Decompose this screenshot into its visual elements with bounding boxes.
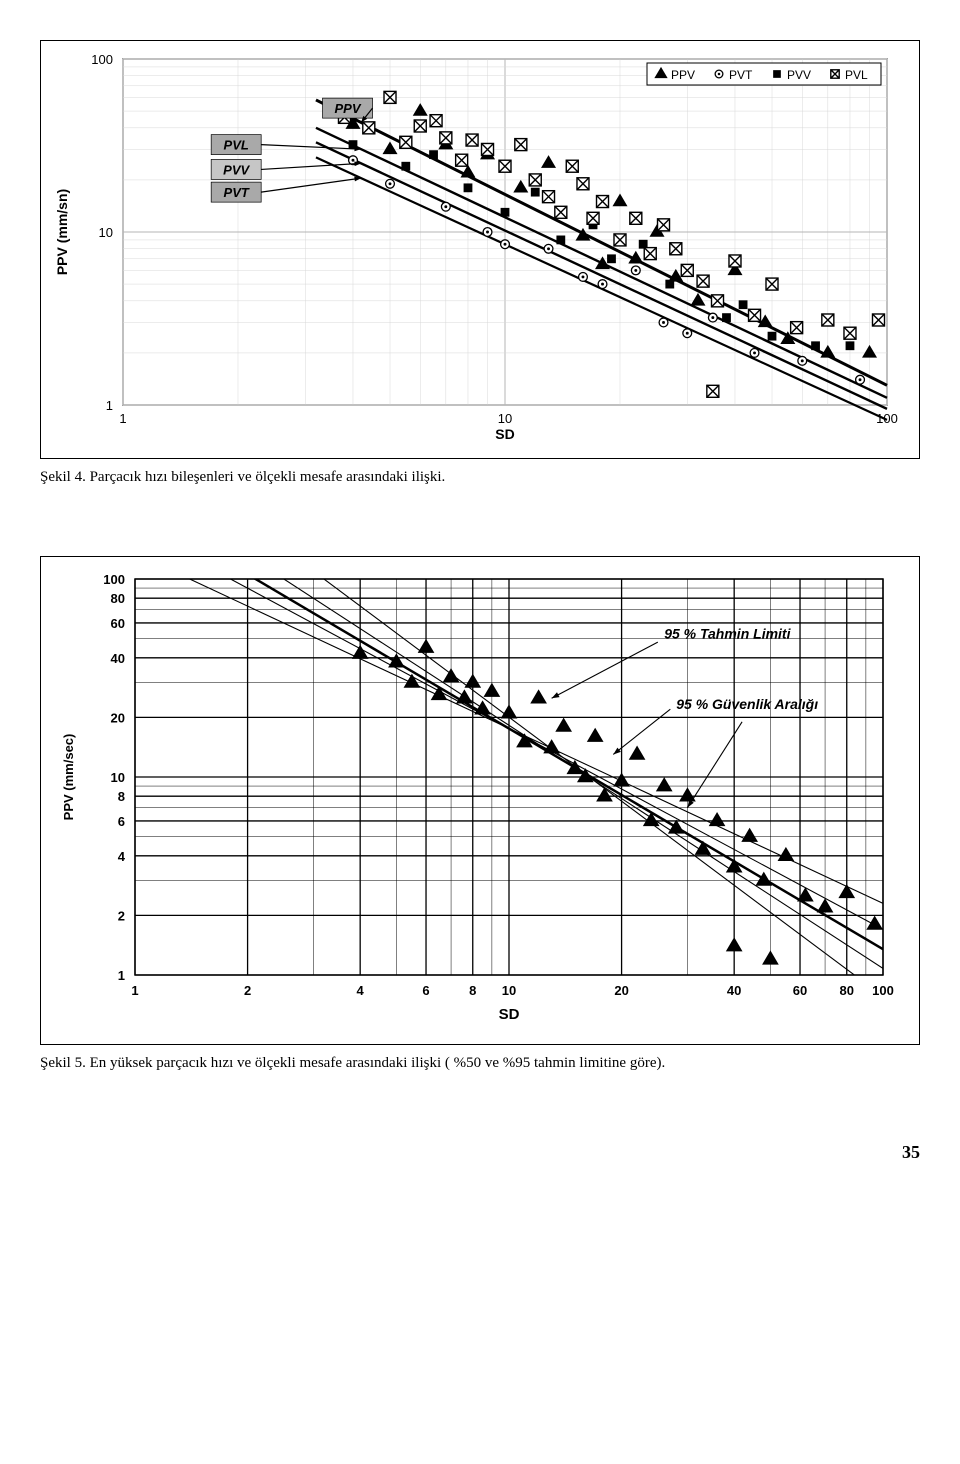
svg-text:100: 100 <box>103 572 125 587</box>
figure4-container: PPV PVL PVV PVT PPV PVT PVV PVL 1 10 100 1 10 100 SD PP… <box>40 40 920 459</box>
svg-text:100: 100 <box>91 52 113 67</box>
svg-text:PVV: PVV <box>787 68 811 82</box>
svg-text:1: 1 <box>106 398 113 413</box>
svg-text:60: 60 <box>111 616 125 631</box>
svg-text:80: 80 <box>840 983 854 998</box>
svg-text:PVT: PVT <box>224 185 250 200</box>
svg-text:95 % Güvenlik Aralığı: 95 % Güvenlik Aralığı <box>676 696 818 712</box>
svg-text:80: 80 <box>111 591 125 606</box>
svg-text:60: 60 <box>793 983 807 998</box>
svg-text:95 % Tahmin Limiti: 95 % Tahmin Limiti <box>664 626 791 642</box>
svg-text:2: 2 <box>118 908 125 923</box>
svg-text:PPV (mm/sn): PPV (mm/sn) <box>54 189 70 275</box>
figure5-caption: Şekil 5. En yüksek parçacık hızı ve ölçe… <box>40 1055 920 1072</box>
svg-text:10: 10 <box>99 225 113 240</box>
page-number: 35 <box>40 1142 920 1163</box>
figure4-caption: Şekil 4. Parçacık hızı bileşenleri ve öl… <box>40 469 920 486</box>
svg-text:1: 1 <box>118 968 125 983</box>
svg-text:SD: SD <box>499 1006 520 1023</box>
svg-text:10: 10 <box>111 770 125 785</box>
svg-text:PVL: PVL <box>845 68 868 82</box>
figure5-svg: 95 % Tahmin Limiti 95 % Güvenlik Aralığı 1… <box>45 561 905 1031</box>
svg-text:2: 2 <box>244 983 251 998</box>
svg-text:4: 4 <box>118 849 126 864</box>
svg-text:1: 1 <box>131 983 138 998</box>
svg-text:20: 20 <box>111 710 125 725</box>
svg-text:10: 10 <box>498 411 512 426</box>
svg-text:1: 1 <box>119 411 126 426</box>
svg-text:40: 40 <box>111 651 125 666</box>
svg-text:10: 10 <box>502 983 516 998</box>
svg-text:8: 8 <box>469 983 476 998</box>
svg-text:40: 40 <box>727 983 741 998</box>
svg-text:6: 6 <box>422 983 429 998</box>
svg-text:100: 100 <box>876 411 898 426</box>
svg-text:SD: SD <box>495 426 514 442</box>
figure4-svg: PPV PVL PVV PVT PPV PVT PVV PVL 1 10 100 1 10 100 SD PP… <box>45 45 905 445</box>
svg-text:PPV (mm/sec): PPV (mm/sec) <box>61 734 76 821</box>
svg-text:8: 8 <box>118 789 125 804</box>
figure5-chart: 95 % Tahmin Limiti 95 % Güvenlik Aralığı 1… <box>45 561 915 1036</box>
svg-text:100: 100 <box>872 983 894 998</box>
figure4-chart: PPV PVL PVV PVT PPV PVT PVV PVL 1 10 100 1 10 100 SD PP… <box>45 45 915 450</box>
svg-text:6: 6 <box>118 814 125 829</box>
svg-text:PVT: PVT <box>729 68 753 82</box>
svg-text:20: 20 <box>614 983 628 998</box>
svg-text:PPV: PPV <box>671 68 695 82</box>
svg-text:4: 4 <box>357 983 365 998</box>
figure5-container: 95 % Tahmin Limiti 95 % Güvenlik Aralığı 1… <box>40 556 920 1045</box>
svg-text:PPV: PPV <box>335 101 362 116</box>
svg-text:PVL: PVL <box>224 138 249 153</box>
svg-text:PVV: PVV <box>223 162 250 177</box>
